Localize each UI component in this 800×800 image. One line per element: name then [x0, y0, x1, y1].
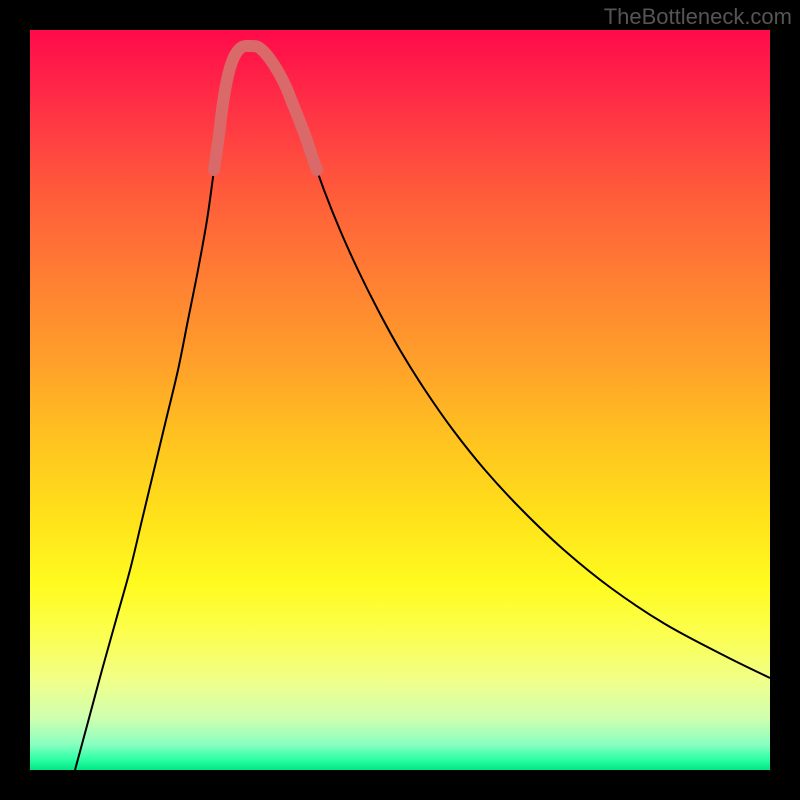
chart-container: TheBottleneck.com — [0, 0, 800, 800]
chart-svg — [0, 0, 800, 800]
watermark-text: TheBottleneck.com — [604, 4, 792, 30]
plot-background — [30, 30, 770, 770]
